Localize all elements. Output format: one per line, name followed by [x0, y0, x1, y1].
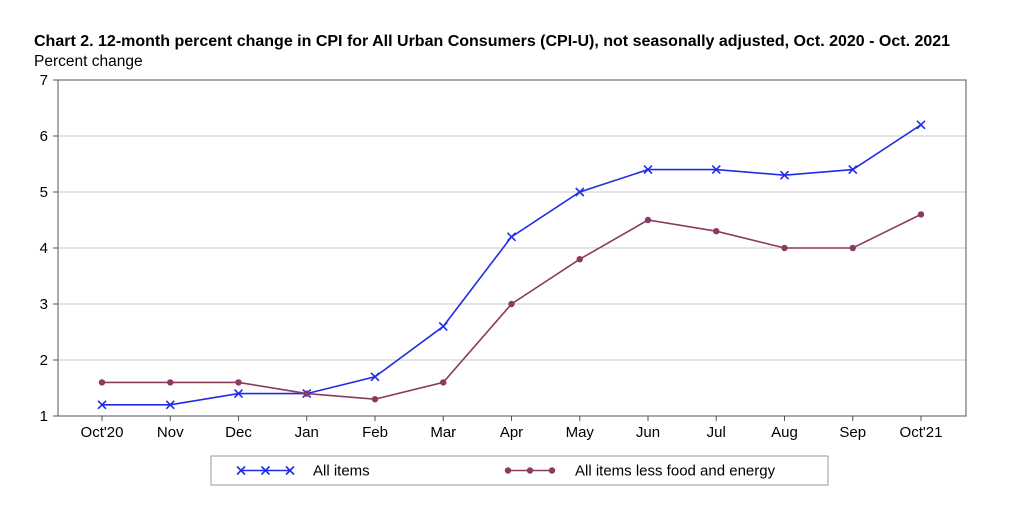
- legend-label: All items less food and energy: [575, 463, 776, 480]
- legend-frame: [210, 455, 829, 486]
- data-point: [233, 389, 244, 399]
- data-point: [713, 228, 720, 235]
- data-point: [781, 244, 788, 252]
- x-axis-ticks: Oct'20 Nov Dec Jan Feb Mar Apr May Jun Jul Aug Sep O…: [81, 416, 943, 441]
- legend-swatch-marker: [504, 467, 512, 474]
- data-point: [916, 120, 926, 130]
- x-tick-label: Dec: [225, 424, 252, 441]
- data-point: [576, 256, 583, 263]
- data-point: [643, 165, 653, 175]
- x-tick-label: Apr: [500, 424, 523, 441]
- legend-swatch-marker: [548, 467, 556, 474]
- legend-item-2: All items less food and energy: [504, 463, 776, 480]
- x-tick-label: May: [566, 424, 595, 441]
- legend-swatch-marker: [236, 465, 246, 476]
- data-point: [506, 232, 517, 242]
- data-point: [438, 321, 448, 331]
- x-tick-label: Mar: [430, 424, 456, 441]
- y-axis-title: Percent change: [34, 53, 143, 70]
- data-point: [303, 390, 310, 397]
- x-tick-label: Oct'21: [900, 424, 943, 441]
- data-point: [371, 396, 379, 403]
- x-tick-label: Jul: [707, 424, 726, 441]
- data-point: [370, 372, 380, 382]
- series-line: [102, 124, 922, 406]
- x-tick-label: Jan: [295, 424, 319, 441]
- data-point: [440, 379, 447, 386]
- y-tick-label: 4: [40, 240, 48, 257]
- data-point: [235, 379, 242, 386]
- data-point: [917, 211, 925, 218]
- data-point: [97, 400, 107, 410]
- legend-item-1: All items: [236, 463, 370, 480]
- data-point: [98, 379, 106, 386]
- data-point: [848, 165, 858, 175]
- data-point: [779, 170, 790, 180]
- x-tick-label: Oct'20: [81, 424, 124, 441]
- y-axis-ticks: 1 2 3 4 5 6 7: [40, 72, 58, 425]
- data-point: [508, 300, 515, 308]
- data-point: [849, 244, 856, 252]
- x-tick-label: Jun: [636, 424, 660, 441]
- x-tick-label: Aug: [771, 424, 798, 441]
- legend-swatch-marker: [526, 467, 534, 474]
- data-point: [644, 216, 652, 224]
- data-point: [575, 187, 585, 197]
- y-tick-label: 6: [40, 128, 48, 145]
- y-tick-label: 7: [40, 72, 48, 89]
- series-1: [97, 120, 926, 410]
- y-tick-label: 5: [40, 184, 48, 201]
- data-point: [167, 379, 174, 386]
- legend-swatch-marker: [285, 465, 295, 476]
- series-2: [98, 211, 925, 403]
- y-tick-label: 3: [40, 296, 48, 313]
- legend: All items All items less food and energy: [210, 455, 829, 486]
- data-point: [165, 400, 175, 410]
- y-tick-label: 2: [40, 352, 48, 369]
- data-point: [711, 165, 721, 175]
- x-tick-label: Feb: [362, 424, 388, 441]
- y-tick-label: 1: [40, 408, 48, 425]
- x-tick-label: Nov: [157, 424, 184, 441]
- legend-swatch-marker: [260, 465, 271, 476]
- chart-title: Chart 2. 12-month percent change in CPI …: [34, 33, 951, 50]
- series-layer: [97, 120, 926, 410]
- x-tick-label: Sep: [839, 424, 866, 441]
- legend-label: All items: [313, 463, 370, 480]
